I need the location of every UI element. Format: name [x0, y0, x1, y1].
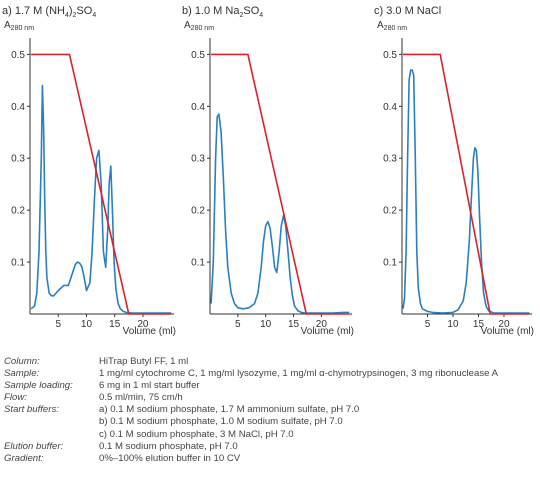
panel-b-x-tick-label: 20 — [316, 319, 328, 330]
panel-c-y-tick-label: 0.5 — [383, 50, 397, 61]
panel-c-x-tick-label: 5 — [425, 319, 431, 330]
panel-c-x-tick-label: 20 — [498, 319, 510, 330]
condition-value-line: 0.5 ml/min, 75 cm/h — [99, 392, 183, 404]
panel-c-y-tick-label: 0.4 — [383, 102, 397, 113]
panel-a-x-tick-label: 15 — [109, 319, 121, 330]
condition-label: Gradient: — [4, 452, 44, 464]
condition-value-line: c) 0.1 M sodium phosphate, 3 M NaCl, pH … — [99, 428, 294, 440]
panel-a-y-tick-label: 0.3 — [11, 154, 25, 165]
condition-row: Gradient: 0%–100% elution buffer in 10 CV — [4, 453, 538, 465]
chromatogram-panels: a) 1.7 M (NH4)2SO4 A280 nm Volume (ml) 0… — [2, 5, 534, 337]
condition-row: Sample loading: 6 mg in 1 ml start buffer — [4, 380, 538, 392]
panel-a-title: a) 1.7 M (NH4)2SO4 — [2, 5, 96, 19]
panel-b-title: b) 1.0 M Na2SO4 — [182, 5, 263, 19]
condition-row: Sample: 1 mg/ml cytochrome C, 1 mg/ml lys… — [4, 368, 538, 380]
condition-row: Flow: 0.5 ml/min, 75 cm/h — [4, 392, 538, 404]
panel-a-absorbance-line — [30, 84, 172, 314]
panel-c-y-tick-label: 0.1 — [383, 258, 397, 269]
panel-c-ylabel: A280 nm — [377, 20, 407, 32]
panel-a: a) 1.7 M (NH4)2SO4 A280 nm Volume (ml) 0… — [2, 5, 176, 337]
condition-value: 6 mg in 1 ml start buffer — [99, 380, 538, 392]
panel-a-xlabel: Volume (ml) — [123, 326, 176, 337]
condition-row: Elution buffer: 0.1 M sodium phosphate, p… — [4, 441, 538, 453]
panel-c-title: c) 3.0 M NaCl — [374, 5, 441, 17]
condition-value: a) 0.1 M sodium phosphate, 1.7 M ammoniu… — [99, 404, 538, 440]
condition-value-line: 0%–100% elution buffer in 10 CV — [99, 452, 241, 464]
panel-b-y-tick-label: 0.2 — [191, 206, 205, 217]
panel-c-xlabel: Volume (ml) — [481, 326, 534, 337]
condition-value: 0.5 ml/min, 75 cm/h — [99, 392, 538, 404]
panel-a-y-tick-label: 0.2 — [11, 206, 25, 217]
condition-value: 0%–100% elution buffer in 10 CV — [99, 453, 538, 465]
panel-b-y-tick-label: 0.5 — [191, 50, 205, 61]
condition-label: Flow: — [4, 392, 27, 404]
condition-label: Sample: — [4, 368, 40, 380]
panel-c-y-tick-label: 0.2 — [383, 206, 397, 217]
panel-c-x-tick-label: 10 — [447, 319, 459, 330]
panel-c-gradient-line — [403, 53, 530, 315]
condition-row: Start buffers: a) 0.1 M sodium phosphate,… — [4, 404, 538, 440]
panel-c-absorbance-line — [402, 69, 530, 314]
condition-label: Column: — [4, 356, 40, 367]
panel-b-gradient-line — [211, 53, 350, 315]
condition-label: Sample loading: — [4, 380, 73, 392]
panel-c-y-tick-label: 0.3 — [383, 154, 397, 165]
panel-c-x-tick-label: 15 — [473, 319, 485, 330]
panel-b-x-tick-label: 15 — [288, 319, 300, 330]
panel-b-y-tick-label: 0.1 — [191, 258, 205, 269]
panel-b-absorbance-line — [210, 113, 350, 314]
condition-value: HiTrap Butyl FF, 1 ml — [99, 356, 538, 368]
condition-value-line: b) 0.1 M sodium phosphate, 1.0 M sodium … — [99, 416, 343, 428]
panel-b: b) 1.0 M Na2SO4 A280 nm Volume (ml) 0.1 0… — [182, 5, 354, 337]
panel-a-x-tick-label: 20 — [137, 319, 149, 330]
panel-c: c) 3.0 M NaCl A280 nm Volume (ml) 0.1 0.2… — [374, 5, 534, 337]
panel-b-ylabel: A280 nm — [184, 20, 214, 32]
run-conditions: Column: HiTrap Butyl FF, 1 ml Sample: 1 mg/… — [4, 356, 538, 465]
panel-a-y-tick-label: 0.1 — [11, 258, 25, 269]
panel-a-x-tick-label: 10 — [81, 319, 93, 330]
condition-value-line: 6 mg in 1 ml start buffer — [99, 380, 200, 392]
panel-b-xlabel: Volume (ml) — [301, 326, 354, 337]
condition-value-line: 1 mg/ml cytochrome C, 1 mg/ml lysozyme, … — [99, 368, 499, 380]
condition-label: Start buffers: — [4, 404, 59, 416]
panel-b-x-tick-label: 10 — [260, 319, 272, 330]
panel-a-gradient-line — [31, 53, 172, 315]
panel-a-x-tick-label: 5 — [55, 319, 61, 330]
condition-value: 1 mg/ml cytochrome C, 1 mg/ml lysozyme, … — [99, 368, 538, 380]
panel-b-y-tick-label: 0.4 — [191, 102, 205, 113]
panel-b-y-tick-label: 0.3 — [191, 154, 205, 165]
panel-a-ylabel: A280 nm — [4, 20, 34, 32]
condition-value: 0.1 M sodium phosphate, pH 7.0 — [99, 441, 538, 453]
condition-value-line: 0.1 M sodium phosphate, pH 7.0 — [99, 440, 238, 452]
panel-a-y-tick-label: 0.4 — [11, 102, 25, 113]
condition-row: Column: HiTrap Butyl FF, 1 ml — [4, 356, 538, 368]
panel-a-y-tick-label: 0.5 — [11, 50, 25, 61]
condition-value-line: HiTrap Butyl FF, 1 ml — [99, 356, 189, 367]
condition-value-line: a) 0.1 M sodium phosphate, 1.7 M ammoniu… — [99, 404, 360, 416]
panel-b-x-tick-label: 5 — [235, 319, 241, 330]
condition-label: Elution buffer: — [4, 440, 64, 452]
